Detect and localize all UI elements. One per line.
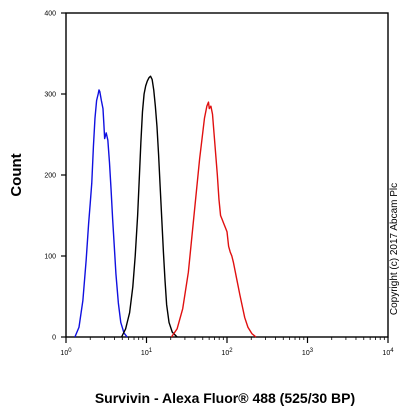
y-axis: 0 100 200 300 400: [44, 11, 66, 342]
plot-frame: [65, 12, 389, 338]
x-axis-title: Survivin - Alexa Fluor® 488 (525/30 BP): [95, 390, 355, 406]
x-tick-label: 103: [302, 348, 314, 357]
copyright-notice: Copyright (c) 2017 Abcam Plc: [389, 183, 400, 315]
histogram-curve-2: [120, 75, 178, 338]
y-tick-label: 200: [44, 173, 56, 180]
y-axis-title: Count: [8, 153, 25, 196]
histogram-curve-3: [170, 101, 257, 338]
y-tick-label: 0: [52, 335, 56, 342]
series-layer: [74, 75, 257, 338]
y-tick-label: 300: [44, 92, 56, 99]
x-tick-label: 101: [141, 348, 153, 357]
x-axis: 100 101 102 103 104: [60, 337, 394, 357]
histogram-curve-1: [74, 89, 128, 338]
y-tick-label: 100: [44, 254, 56, 261]
x-tick-label: 104: [382, 348, 394, 357]
plot-area-border: [65, 12, 389, 338]
x-tick-label: 102: [221, 348, 233, 357]
y-tick-label: 400: [44, 11, 56, 18]
x-tick-label: 100: [60, 348, 72, 357]
